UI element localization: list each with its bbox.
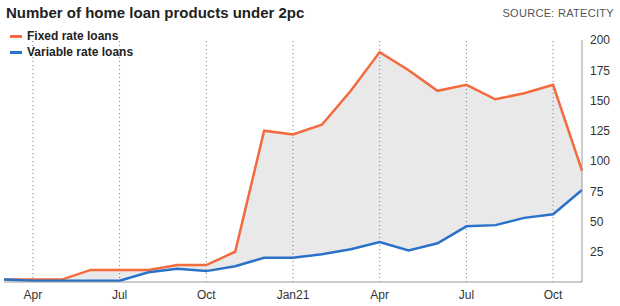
svg-text:Oct: Oct xyxy=(197,288,216,302)
svg-text:50: 50 xyxy=(590,215,604,229)
svg-text:Jan21: Jan21 xyxy=(277,288,310,302)
svg-text:200: 200 xyxy=(590,33,610,47)
svg-text:Apr: Apr xyxy=(24,288,43,302)
svg-text:Oct: Oct xyxy=(544,288,563,302)
svg-text:Jul: Jul xyxy=(459,288,474,302)
html-text:Number of home loan products u: Number of home loan products under 2pc xyxy=(6,4,305,21)
svg-text:Jul: Jul xyxy=(112,288,127,302)
svg-text:150: 150 xyxy=(590,94,610,108)
svg-text:175: 175 xyxy=(590,64,610,78)
html-text:Variable rate loans: Variable rate loans xyxy=(27,45,134,59)
html-text:SOURCE: RATECITY: SOURCE: RATECITY xyxy=(502,7,614,19)
html-text:Fixed rate loans: Fixed rate loans xyxy=(27,29,119,43)
svg-text:Apr: Apr xyxy=(370,288,389,302)
svg-text:125: 125 xyxy=(590,124,610,138)
svg-text:75: 75 xyxy=(590,185,604,199)
svg-text:25: 25 xyxy=(590,245,604,259)
svg-text:100: 100 xyxy=(590,154,610,168)
